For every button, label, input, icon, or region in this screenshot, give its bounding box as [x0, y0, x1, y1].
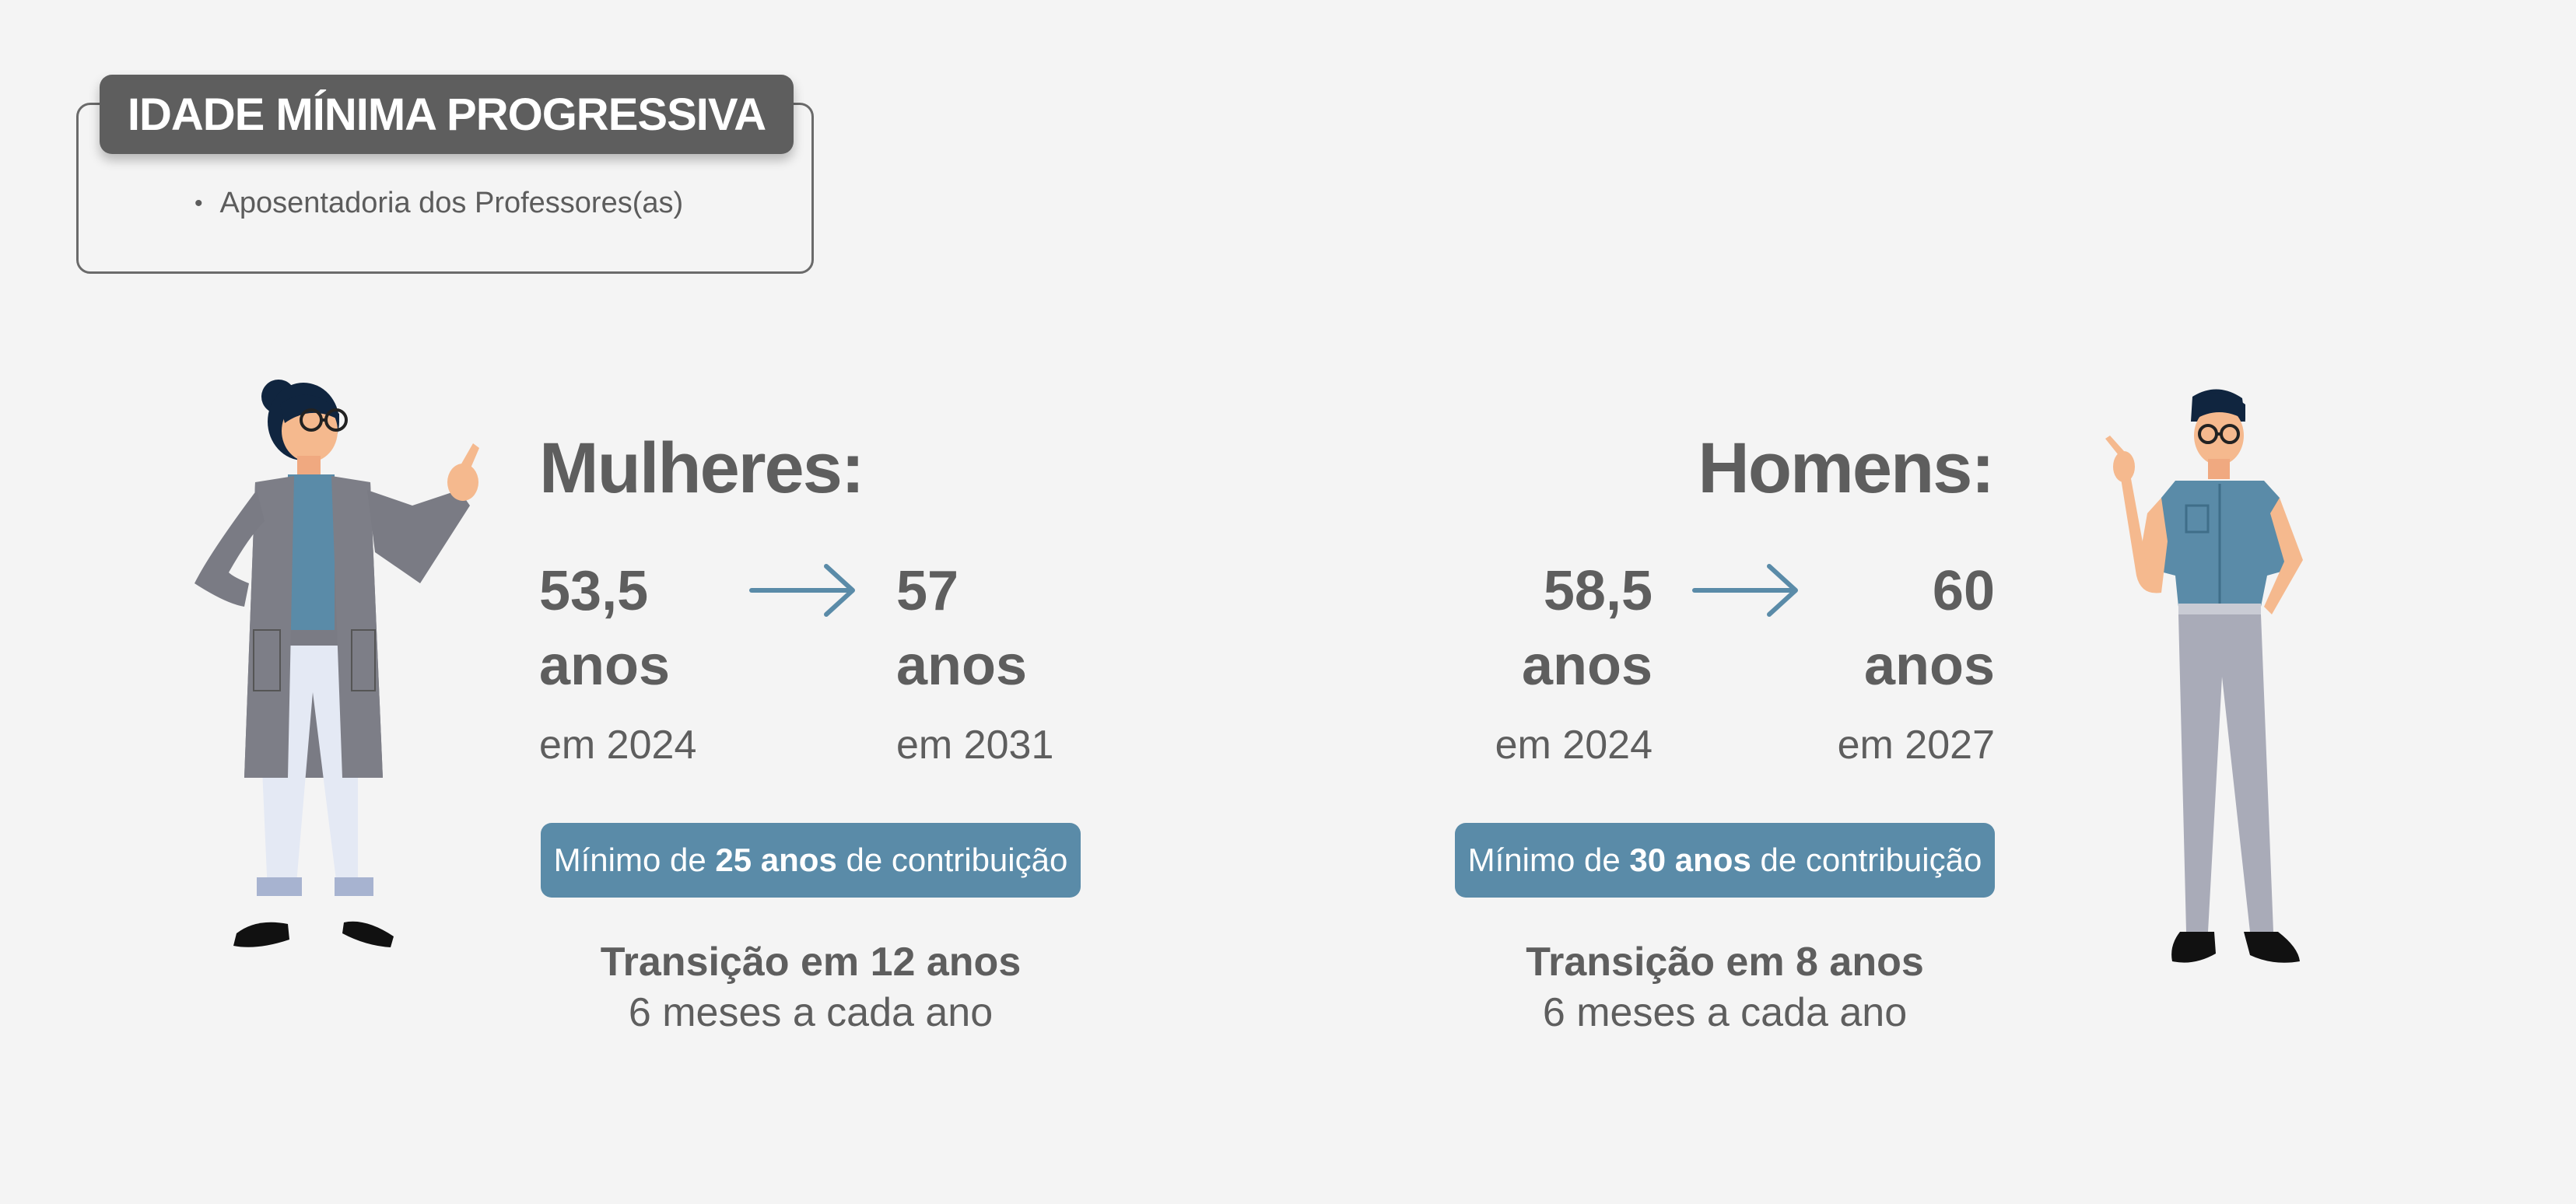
- men-to-age: 60 anos: [1864, 554, 1995, 703]
- women-transition-detail: 6 meses a cada ano: [628, 990, 994, 1035]
- men-contribution-highlight: 30 anos: [1629, 842, 1751, 878]
- arrow-right-icon: [1692, 564, 1798, 617]
- men-title: Homens:: [1698, 429, 1995, 508]
- men-from-age-unit: anos: [1521, 635, 1652, 697]
- men-from-age-value: 58,5: [1543, 560, 1652, 622]
- women-from-year: em 2024: [539, 723, 697, 768]
- men-from-age: 58,5 anos: [1522, 554, 1652, 703]
- women-title: Mulheres:: [539, 429, 865, 508]
- men-to-year: em 2027: [1837, 723, 1995, 768]
- men-transition-title: Transição em 8 anos: [1526, 940, 1924, 985]
- men-contribution-suffix: de contribuição: [1760, 842, 1982, 878]
- women-transition: Transição em 12 anos 6 meses a cada ano: [541, 936, 1081, 1038]
- women-to-age: 57 anos: [896, 554, 1027, 703]
- women-to-year: em 2031: [896, 723, 1054, 768]
- men-to-age-value: 60: [1932, 560, 1995, 622]
- women-contribution-highlight: 25 anos: [715, 842, 837, 878]
- men-contribution-badge: Mínimo de 30 anos de contribuição: [1455, 823, 1995, 898]
- women-to-age-value: 57: [896, 560, 959, 622]
- arrow-right-icon: [749, 564, 855, 617]
- women-contribution-badge: Mínimo de 25 anos de contribuição: [541, 823, 1081, 898]
- page-title: IDADE MÍNIMA PROGRESSIVA: [100, 75, 794, 154]
- women-from-age-value: 53,5: [539, 560, 649, 622]
- women-to-age-unit: anos: [896, 635, 1028, 697]
- women-transition-title: Transição em 12 anos: [600, 940, 1022, 985]
- men-transition-detail: 6 meses a cada ano: [1542, 990, 1908, 1035]
- men-from-year: em 2024: [1495, 723, 1652, 768]
- women-from-age: 53,5 anos: [539, 554, 670, 703]
- header-bullet-text: Aposentadoria dos Professores(as): [219, 187, 684, 219]
- men-transition: Transição em 8 anos 6 meses a cada ano: [1455, 936, 1995, 1038]
- bullet-icon: •: [195, 190, 203, 216]
- men-to-age-unit: anos: [1863, 635, 1995, 697]
- men-contribution-prefix: Mínimo de: [1467, 842, 1621, 878]
- man-teacher-illustration: [2105, 389, 2303, 963]
- women-contribution-prefix: Mínimo de: [553, 842, 706, 878]
- women-from-age-unit: anos: [539, 635, 671, 697]
- woman-teacher-illustration: [195, 380, 479, 947]
- women-contribution-suffix: de contribuição: [846, 842, 1068, 878]
- header-bullet: • Aposentadoria dos Professores(as): [195, 187, 683, 220]
